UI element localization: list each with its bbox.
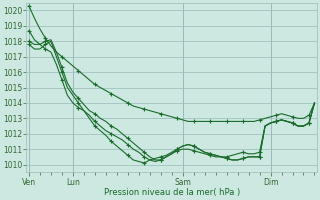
X-axis label: Pression niveau de la mer( hPa ): Pression niveau de la mer( hPa ): [104, 188, 240, 197]
